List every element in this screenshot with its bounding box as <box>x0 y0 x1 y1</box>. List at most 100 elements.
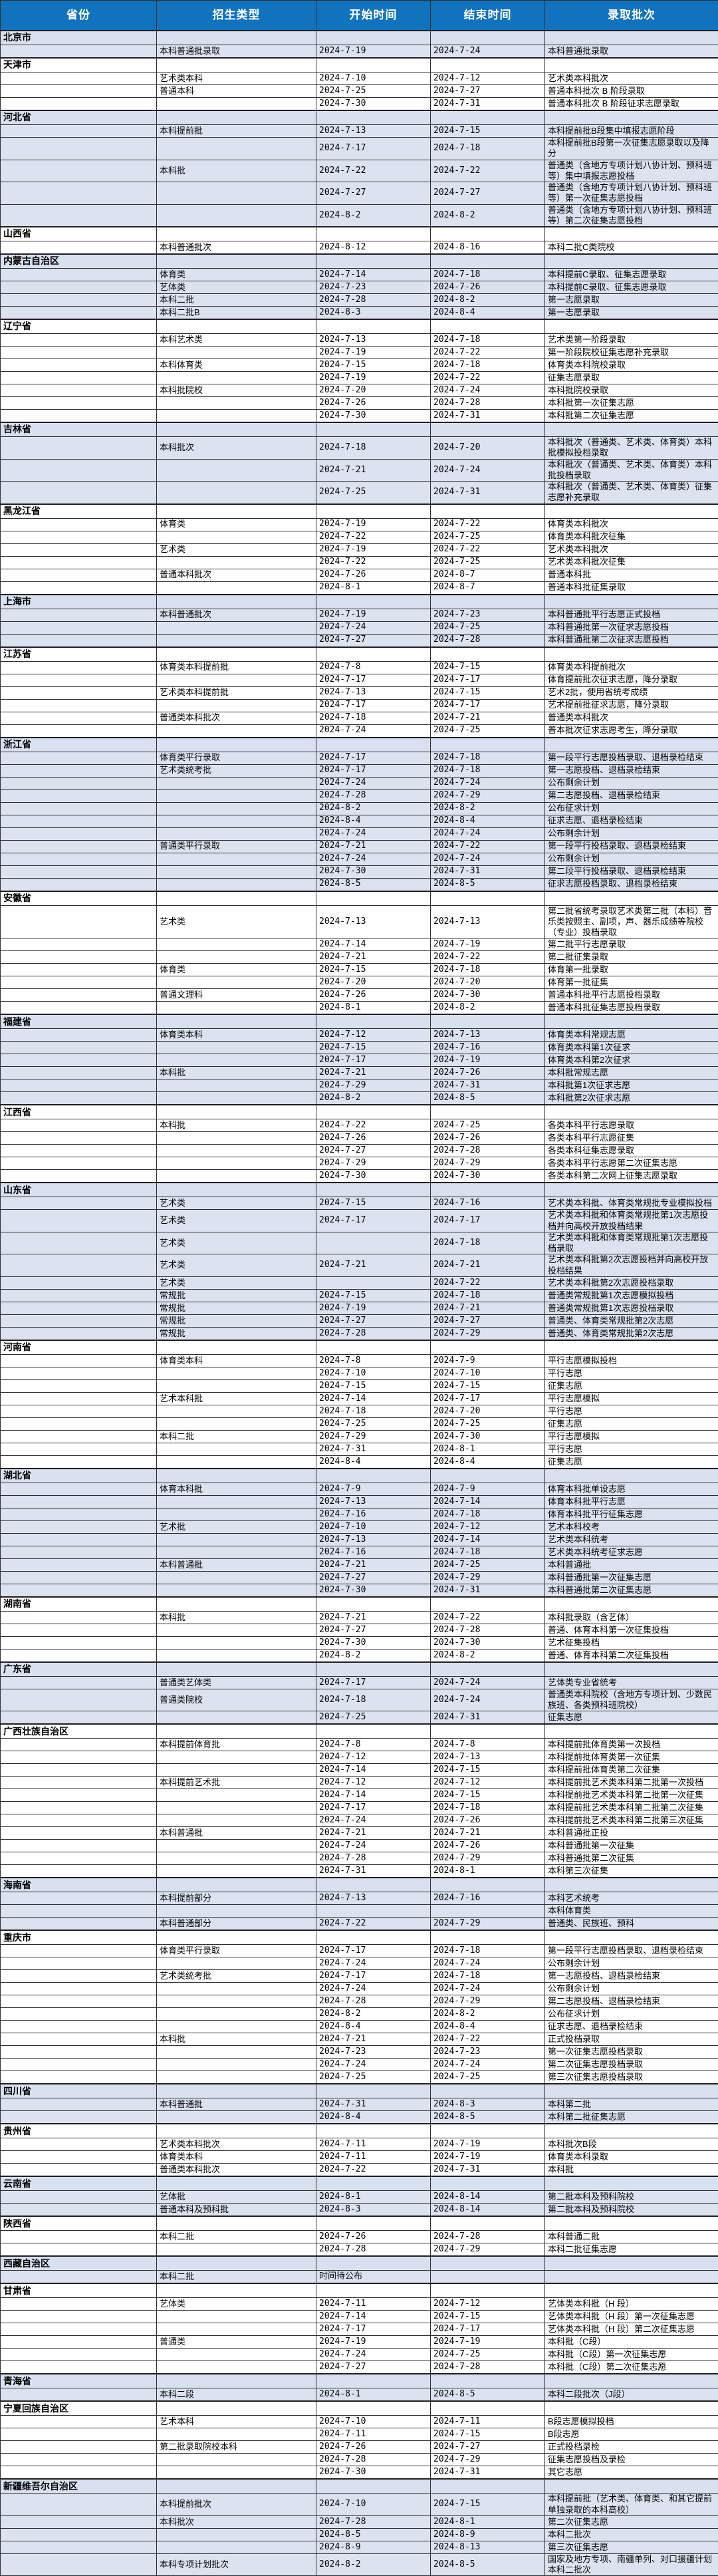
type-cell: 艺体类 <box>157 281 316 294</box>
start-date-cell: 2024-7-25 <box>316 1417 431 1430</box>
start-date-cell: 2024-7-15 <box>316 1379 431 1392</box>
end-date-cell: 2024-7-26 <box>431 1067 545 1079</box>
end-date-cell: 2024-7-22 <box>431 160 545 182</box>
batch-cell: 第二段平行投档录取、退档录检结束 <box>545 865 718 878</box>
start-date-cell: 2024-7-26 <box>316 2231 431 2243</box>
type-cell: 普通类本科批次 <box>157 2164 316 2177</box>
start-date-cell: 2024-8-2 <box>316 2553 431 2576</box>
type-cell: 本科提前部分 <box>157 1892 316 1905</box>
type-cell: 本科普通批 <box>157 1558 316 1571</box>
empty-cell <box>431 647 545 662</box>
start-date-cell: 2024-8-3 <box>316 307 431 320</box>
type-cell <box>157 2361 316 2374</box>
type-cell <box>157 2008 316 2021</box>
province-row: 北京市 <box>1 31 718 45</box>
empty-cell <box>316 31 431 45</box>
province-spacer-cell <box>1 1157 157 1170</box>
start-date-cell: 2024-7-17 <box>316 138 431 160</box>
start-date-cell: 2024-7-10 <box>316 2494 431 2516</box>
end-date-cell <box>431 1905 545 1918</box>
end-date-cell: 2024-7-25 <box>431 1558 545 1571</box>
type-cell: 艺术类本科提前批 <box>157 686 316 699</box>
end-date-cell: 2024-7-13 <box>431 905 545 938</box>
batch-cell: 体育类本科常规志愿 <box>545 1029 718 1042</box>
type-cell: 体育类本科 <box>157 2151 316 2164</box>
table-row: 本科二批时间待公布 <box>1 2271 718 2284</box>
end-date-cell: 2024-7-25 <box>431 621 545 634</box>
start-date-cell: 2024-7-27 <box>316 182 431 205</box>
province-spacer-cell <box>1 777 157 789</box>
type-cell: 艺体类 <box>157 2298 316 2311</box>
end-date-cell: 2024-7-24 <box>431 1957 545 1970</box>
province-spacer-cell <box>1 1417 157 1430</box>
start-date-cell: 2024-7-14 <box>316 1789 431 1802</box>
start-date-cell: 2024-7-25 <box>316 85 431 98</box>
end-date-cell: 2024-8-2 <box>431 2008 545 2021</box>
empty-cell <box>545 2124 718 2138</box>
batch-cell: 平行志愿 <box>545 1405 718 1417</box>
batch-cell: 本科提前批B段集中填报志愿阶段 <box>545 125 718 138</box>
province-spacer-cell <box>1 85 157 98</box>
province-spacer-cell <box>1 752 157 764</box>
end-date-cell: 2024-8-16 <box>431 241 545 255</box>
end-date-cell: 2024-7-21 <box>431 1302 545 1314</box>
province-spacer-cell <box>1 1520 157 1533</box>
empty-cell <box>316 1662 431 1677</box>
type-cell <box>157 2071 316 2084</box>
type-cell: 普通类院校 <box>157 1689 316 1711</box>
type-cell: 常规批 <box>157 1289 316 1302</box>
batch-cell: 正式投档录检 <box>545 2441 718 2454</box>
type-cell <box>157 1624 316 1636</box>
province-spacer-cell <box>1 1676 157 1689</box>
province-cell: 黑龙江省 <box>1 504 157 519</box>
type-cell: 本科普通批 <box>157 1827 316 1840</box>
start-date-cell: 2024-7-17 <box>316 1054 431 1067</box>
type-cell: 艺术类 <box>157 1232 316 1254</box>
province-spacer-cell <box>1 951 157 964</box>
batch-cell: 体育本科批平行征集志愿 <box>545 1508 718 1520</box>
batch-cell: 公布剩余计划 <box>545 827 718 840</box>
batch-cell: 本科批次（普通类、艺术类、体育类）本科批投档录取 <box>545 459 718 482</box>
start-date-cell: 2024-7-14 <box>316 2311 431 2323</box>
type-cell <box>157 182 316 205</box>
type-cell: 体育类平行录取 <box>157 752 316 764</box>
end-date-cell: 2024-7-12 <box>431 1520 545 1533</box>
province-row: 内蒙古自治区 <box>1 254 718 269</box>
end-date-cell: 2024-7-12 <box>431 1777 545 1789</box>
empty-cell <box>157 2479 316 2494</box>
start-date-cell: 2024-8-2 <box>316 802 431 815</box>
batch-cell: 艺术类本科批和体育类常规批第1次志愿投档并向高校开放投档结果 <box>545 1210 718 1232</box>
batch-cell: 第二次征集志愿 <box>545 2515 718 2528</box>
empty-cell <box>545 2374 718 2388</box>
end-date-cell: 2024-7-15 <box>431 2494 545 2516</box>
province-cell: 江西省 <box>1 1105 157 1119</box>
batch-cell: 本科批 <box>545 2164 718 2177</box>
batch-cell: 本科提前批艺术类本科第二批第一次征集 <box>545 1789 718 1802</box>
type-cell <box>157 789 316 802</box>
province-spacer-cell <box>1 2204 157 2217</box>
start-date-cell: 2024-7-9 <box>316 1483 431 1495</box>
type-cell: 体育类 <box>157 518 316 531</box>
start-date-cell: 2024-7-22 <box>316 531 431 543</box>
province-spacer-cell <box>1 569 157 581</box>
empty-cell <box>316 2216 431 2231</box>
empty-cell <box>157 2176 316 2191</box>
province-spacer-cell <box>1 1254 157 1277</box>
start-date-cell: 2024-8-5 <box>316 2528 431 2541</box>
province-spacer-cell <box>1 724 157 738</box>
type-cell <box>157 1079 316 1092</box>
batch-cell: 平行志愿模拟 <box>545 1430 718 1443</box>
start-date-cell: 2024-8-12 <box>316 241 431 255</box>
empty-cell <box>157 2216 316 2231</box>
start-date-cell: 2024-7-30 <box>316 2466 431 2480</box>
province-cell: 青海省 <box>1 2374 157 2388</box>
